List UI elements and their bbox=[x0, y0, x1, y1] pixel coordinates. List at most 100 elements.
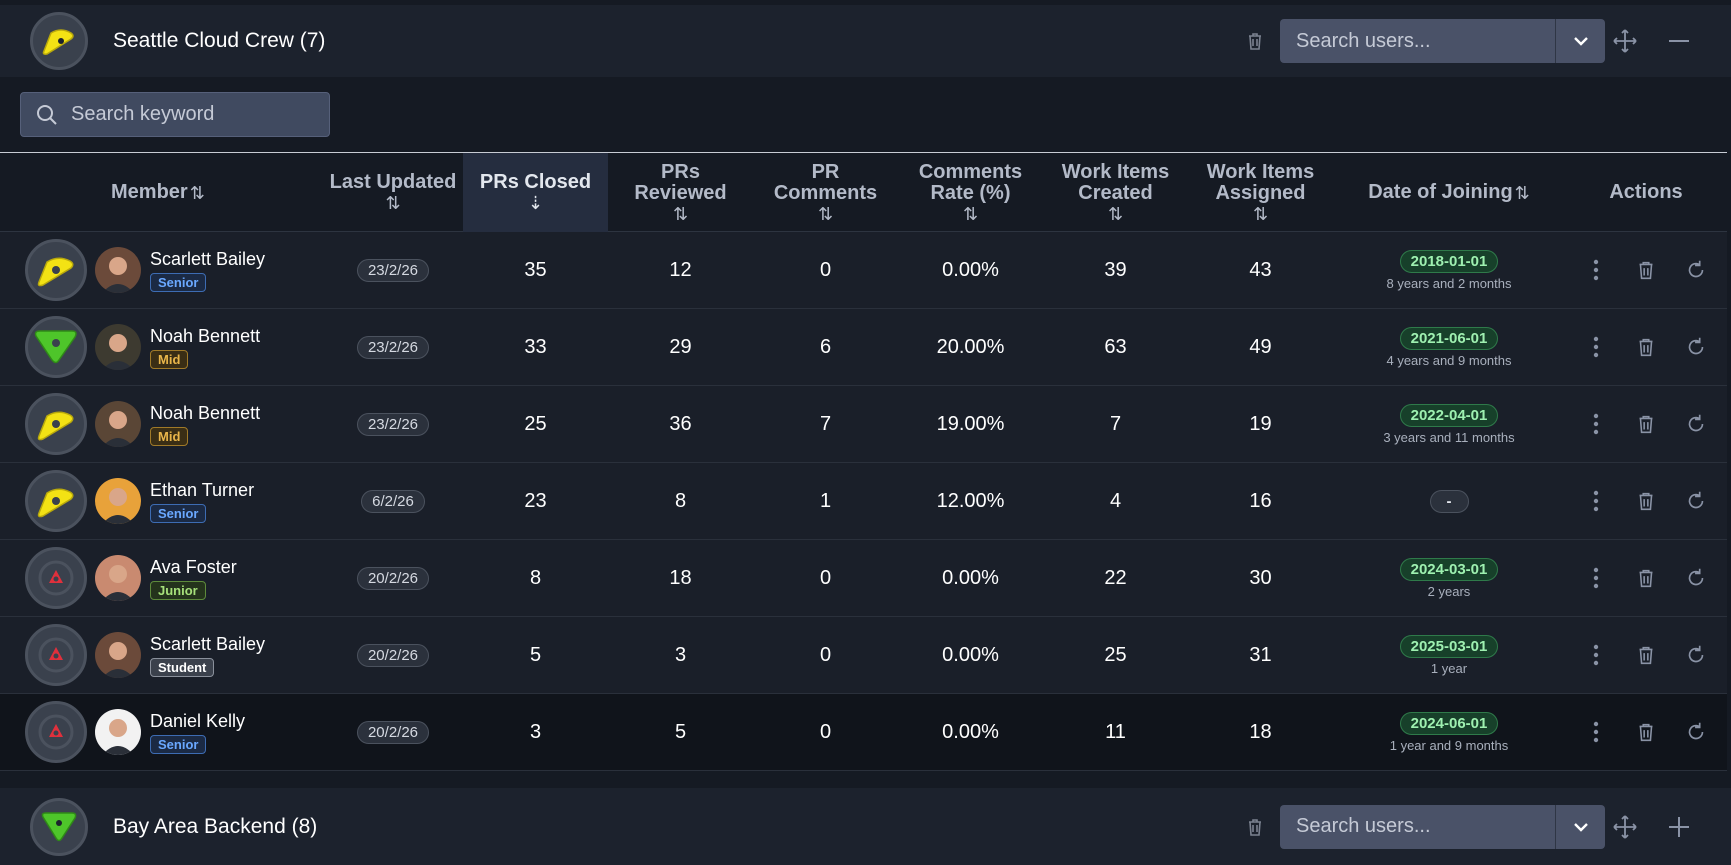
member-name[interactable]: Daniel Kelly bbox=[150, 710, 246, 731]
actions-cell bbox=[1565, 463, 1727, 539]
badge-cell bbox=[0, 694, 95, 770]
sort-icon: ⇅ bbox=[1107, 203, 1124, 224]
pr-comments-value: 0 bbox=[819, 643, 832, 666]
avatar[interactable] bbox=[95, 324, 141, 370]
last-updated-badge: 23/2/26 bbox=[356, 335, 430, 359]
tenure-text: 4 years and 9 months bbox=[1386, 352, 1512, 368]
collapse-icon[interactable] bbox=[1665, 27, 1693, 55]
work-items-created-value: 22 bbox=[1104, 566, 1127, 589]
user-search-input[interactable] bbox=[1280, 19, 1555, 63]
sort-icon: ⇅ bbox=[189, 182, 205, 203]
table-row: Scarlett Bailey Senior 23/2/26 35 12 0 0… bbox=[0, 232, 1727, 309]
comments-rate-value: 0.00% bbox=[942, 720, 999, 743]
avatar[interactable] bbox=[95, 247, 141, 293]
more-options-icon[interactable] bbox=[1583, 257, 1609, 283]
column-date-of-joining[interactable]: Date of Joining ⇅ bbox=[1333, 153, 1565, 232]
avatar[interactable] bbox=[95, 401, 141, 447]
member-name[interactable]: Scarlett Bailey bbox=[150, 248, 266, 269]
column-actions-label: Actions bbox=[1609, 181, 1683, 203]
more-options-icon[interactable] bbox=[1583, 334, 1609, 360]
chevron-down-icon[interactable] bbox=[1555, 19, 1605, 63]
date-of-joining-cell: 2024-06-01 1 year and 9 months bbox=[1333, 694, 1565, 770]
avatar[interactable] bbox=[95, 632, 141, 678]
move-icon[interactable] bbox=[1612, 814, 1638, 840]
work-items-created-value: 25 bbox=[1104, 643, 1127, 666]
table-row: Ava Foster Junior 20/2/26 8 18 0 0.00% 2… bbox=[0, 540, 1727, 617]
date-of-joining-cell: 2024-03-01 2 years bbox=[1333, 540, 1565, 616]
column-comments-rate[interactable]: Comments Rate (%) ⇅ bbox=[898, 153, 1043, 232]
member-name[interactable]: Ava Foster bbox=[150, 556, 237, 577]
member-name[interactable]: Noah Bennett bbox=[150, 402, 261, 423]
work-items-assigned-value: 16 bbox=[1249, 489, 1272, 512]
search-icon bbox=[37, 104, 57, 125]
column-pr-comments[interactable]: PR Comments ⇅ bbox=[753, 153, 898, 232]
keyword-search-input[interactable] bbox=[59, 93, 309, 136]
delete-icon[interactable] bbox=[1633, 642, 1659, 668]
delete-team-icon[interactable] bbox=[1244, 30, 1266, 52]
more-options-icon[interactable] bbox=[1583, 488, 1609, 514]
badge-cell bbox=[0, 463, 95, 539]
avatar[interactable] bbox=[95, 555, 141, 601]
avatar[interactable] bbox=[95, 709, 141, 755]
table-header: Member ⇅ Last Updated ⇅ PRs Closed ⇣ PRs Rev… bbox=[0, 152, 1727, 232]
delete-team-icon[interactable] bbox=[1244, 816, 1266, 838]
refresh-icon[interactable] bbox=[1683, 257, 1709, 283]
table-row: Scarlett Bailey Student 20/2/26 5 3 0 0.… bbox=[0, 617, 1727, 694]
column-member[interactable]: Member ⇅ bbox=[95, 153, 323, 232]
prs-reviewed-value: 8 bbox=[674, 489, 687, 512]
member-name[interactable]: Noah Bennett bbox=[150, 325, 261, 346]
sort-icon: ⇅ bbox=[962, 203, 979, 224]
refresh-icon[interactable] bbox=[1683, 411, 1709, 437]
table-row: Daniel Kelly Senior 20/2/26 3 5 0 0.00% … bbox=[0, 694, 1727, 771]
last-updated-badge: 23/2/26 bbox=[356, 412, 430, 436]
column-last-updated[interactable]: Last Updated ⇅ bbox=[323, 153, 463, 232]
member-name[interactable]: Scarlett Bailey bbox=[150, 633, 266, 654]
keyword-search-box[interactable] bbox=[20, 92, 330, 137]
level-badge: Mid bbox=[150, 426, 189, 446]
more-options-icon[interactable] bbox=[1583, 719, 1609, 745]
column-prs-reviewed[interactable]: PRs Reviewed ⇅ bbox=[608, 153, 753, 232]
work-items-assigned-value: 18 bbox=[1249, 720, 1272, 743]
yellow-triangle-badge-icon bbox=[30, 12, 88, 70]
user-search-select[interactable] bbox=[1280, 19, 1605, 63]
user-search-select[interactable] bbox=[1280, 804, 1605, 849]
work-items-created-value: 39 bbox=[1104, 258, 1127, 281]
member-name[interactable]: Ethan Turner bbox=[150, 479, 255, 500]
column-member-label: Member bbox=[111, 181, 188, 203]
delete-icon[interactable] bbox=[1633, 719, 1659, 745]
column-work-items-assigned[interactable]: Work Items Assigned ⇅ bbox=[1188, 153, 1333, 232]
actions-cell bbox=[1565, 232, 1727, 308]
column-wi-created-label-1: Work Items bbox=[1061, 160, 1170, 183]
delete-icon[interactable] bbox=[1633, 565, 1659, 591]
user-search-input[interactable] bbox=[1280, 804, 1555, 849]
prs-closed-value: 35 bbox=[524, 258, 547, 281]
more-options-icon[interactable] bbox=[1583, 411, 1609, 437]
last-updated-cell: 20/2/26 bbox=[323, 540, 463, 616]
refresh-icon[interactable] bbox=[1683, 565, 1709, 591]
column-work-items-created[interactable]: Work Items Created ⇅ bbox=[1043, 153, 1188, 232]
delete-icon[interactable] bbox=[1633, 257, 1659, 283]
prs-reviewed-value: 29 bbox=[669, 335, 692, 358]
delete-icon[interactable] bbox=[1633, 334, 1659, 360]
prs-closed-value: 25 bbox=[524, 412, 547, 435]
refresh-icon[interactable] bbox=[1683, 642, 1709, 668]
delete-icon[interactable] bbox=[1633, 411, 1659, 437]
column-prs-closed[interactable]: PRs Closed ⇣ bbox=[463, 153, 608, 232]
delete-icon[interactable] bbox=[1633, 488, 1659, 514]
work-items-assigned-value: 43 bbox=[1249, 258, 1272, 281]
column-wi-created-label-2: Created bbox=[1078, 181, 1153, 204]
avatar[interactable] bbox=[95, 478, 141, 524]
expand-icon[interactable] bbox=[1665, 813, 1693, 841]
member-cell: Noah Bennett Mid bbox=[95, 309, 323, 385]
team-name: Seattle Cloud Crew (7) bbox=[113, 29, 326, 52]
chevron-down-icon[interactable] bbox=[1555, 804, 1605, 849]
refresh-icon[interactable] bbox=[1683, 334, 1709, 360]
prs-reviewed-value: 5 bbox=[674, 720, 687, 743]
yellow-triangle-badge-icon bbox=[24, 470, 87, 532]
refresh-icon[interactable] bbox=[1683, 719, 1709, 745]
move-icon[interactable] bbox=[1612, 28, 1638, 54]
more-options-icon[interactable] bbox=[1583, 642, 1609, 668]
more-options-icon[interactable] bbox=[1583, 565, 1609, 591]
refresh-icon[interactable] bbox=[1683, 488, 1709, 514]
actions-cell bbox=[1565, 386, 1727, 462]
